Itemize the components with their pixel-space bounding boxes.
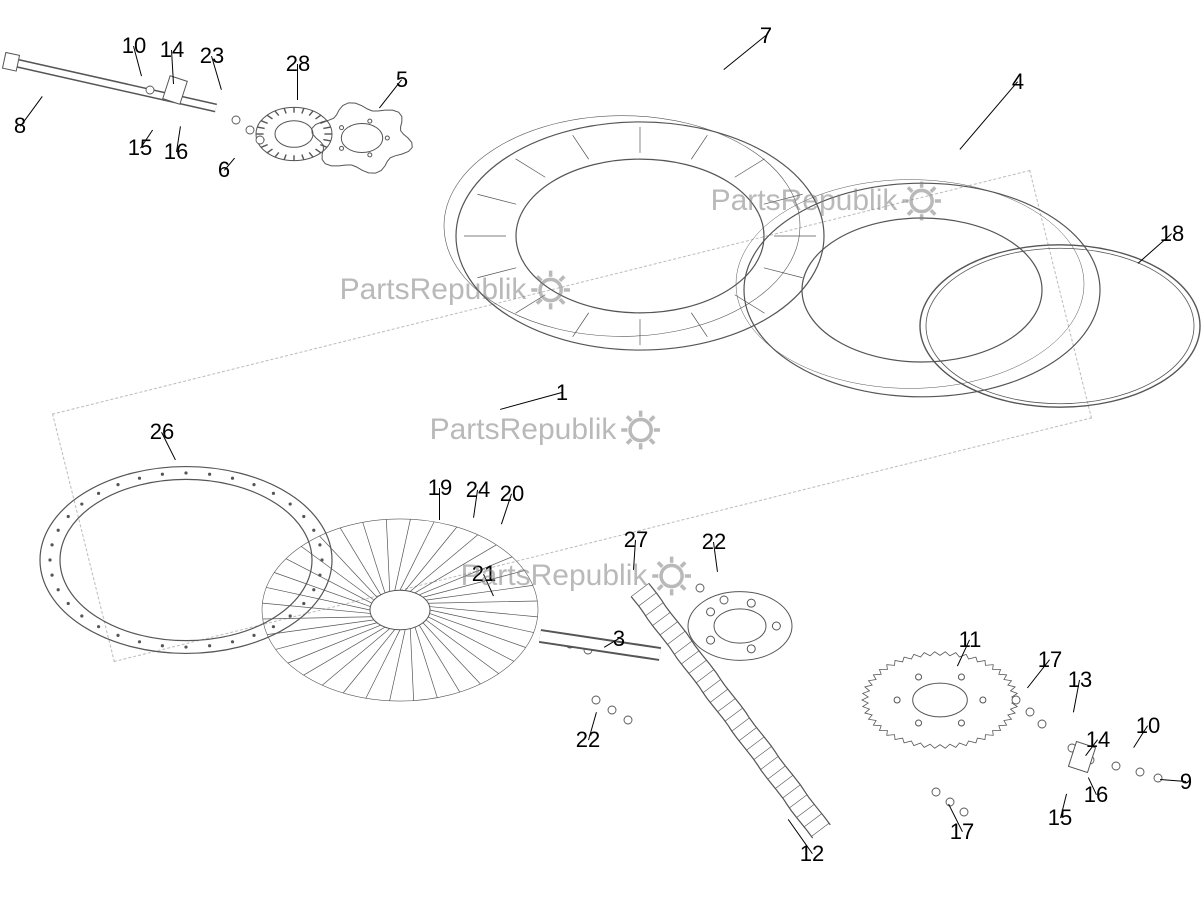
callout-number: 5 bbox=[396, 67, 408, 93]
callout-number: 24 bbox=[466, 477, 490, 503]
gear-icon bbox=[899, 179, 943, 223]
callout-number: 10 bbox=[122, 33, 146, 59]
watermark: PartsRepublik bbox=[461, 554, 694, 598]
callout-number: 23 bbox=[200, 43, 224, 69]
callout-number: 17 bbox=[950, 819, 974, 845]
watermark: PartsRepublik bbox=[711, 179, 944, 223]
gear-icon bbox=[649, 554, 693, 598]
callout-number: 17 bbox=[1038, 647, 1062, 673]
watermark-text: PartsRepublik bbox=[461, 559, 648, 593]
callout-number: 11 bbox=[959, 627, 982, 653]
callout-number: 14 bbox=[160, 37, 184, 63]
diagram-canvas: 1345678910101112131414151516161717181920… bbox=[0, 0, 1204, 903]
callout-number: 26 bbox=[150, 419, 174, 445]
gear-icon bbox=[618, 408, 662, 452]
callout-number: 6 bbox=[218, 157, 230, 183]
callout-number: 18 bbox=[1160, 221, 1184, 247]
callout-number: 20 bbox=[500, 481, 524, 507]
callout-number: 19 bbox=[428, 475, 452, 501]
callout-number: 16 bbox=[1084, 782, 1108, 808]
callout-number: 22 bbox=[576, 727, 600, 753]
callout-number: 15 bbox=[1048, 805, 1072, 831]
callout-number: 9 bbox=[1180, 769, 1192, 795]
watermark: PartsRepublik bbox=[430, 408, 663, 452]
gear-icon bbox=[528, 268, 572, 312]
callout-number: 10 bbox=[1136, 713, 1160, 739]
callout-number: 3 bbox=[613, 626, 625, 652]
watermark-text: PartsRepublik bbox=[340, 273, 527, 307]
watermark-text: PartsRepublik bbox=[711, 184, 898, 218]
callout-number: 4 bbox=[1012, 69, 1024, 95]
callout-number: 27 bbox=[624, 527, 648, 553]
callout-number: 1 bbox=[556, 380, 568, 406]
callout-number: 22 bbox=[702, 529, 726, 555]
watermark: PartsRepublik bbox=[340, 268, 573, 312]
callout-number: 14 bbox=[1086, 727, 1110, 753]
callout-number: 7 bbox=[760, 23, 772, 49]
callout-number: 13 bbox=[1068, 667, 1092, 693]
callout-number: 15 bbox=[128, 135, 152, 161]
callout-number: 12 bbox=[800, 841, 824, 867]
callout-number: 8 bbox=[14, 113, 26, 139]
callout-number: 16 bbox=[164, 139, 188, 165]
callout-number: 28 bbox=[286, 51, 310, 77]
watermark-text: PartsRepublik bbox=[430, 413, 617, 447]
